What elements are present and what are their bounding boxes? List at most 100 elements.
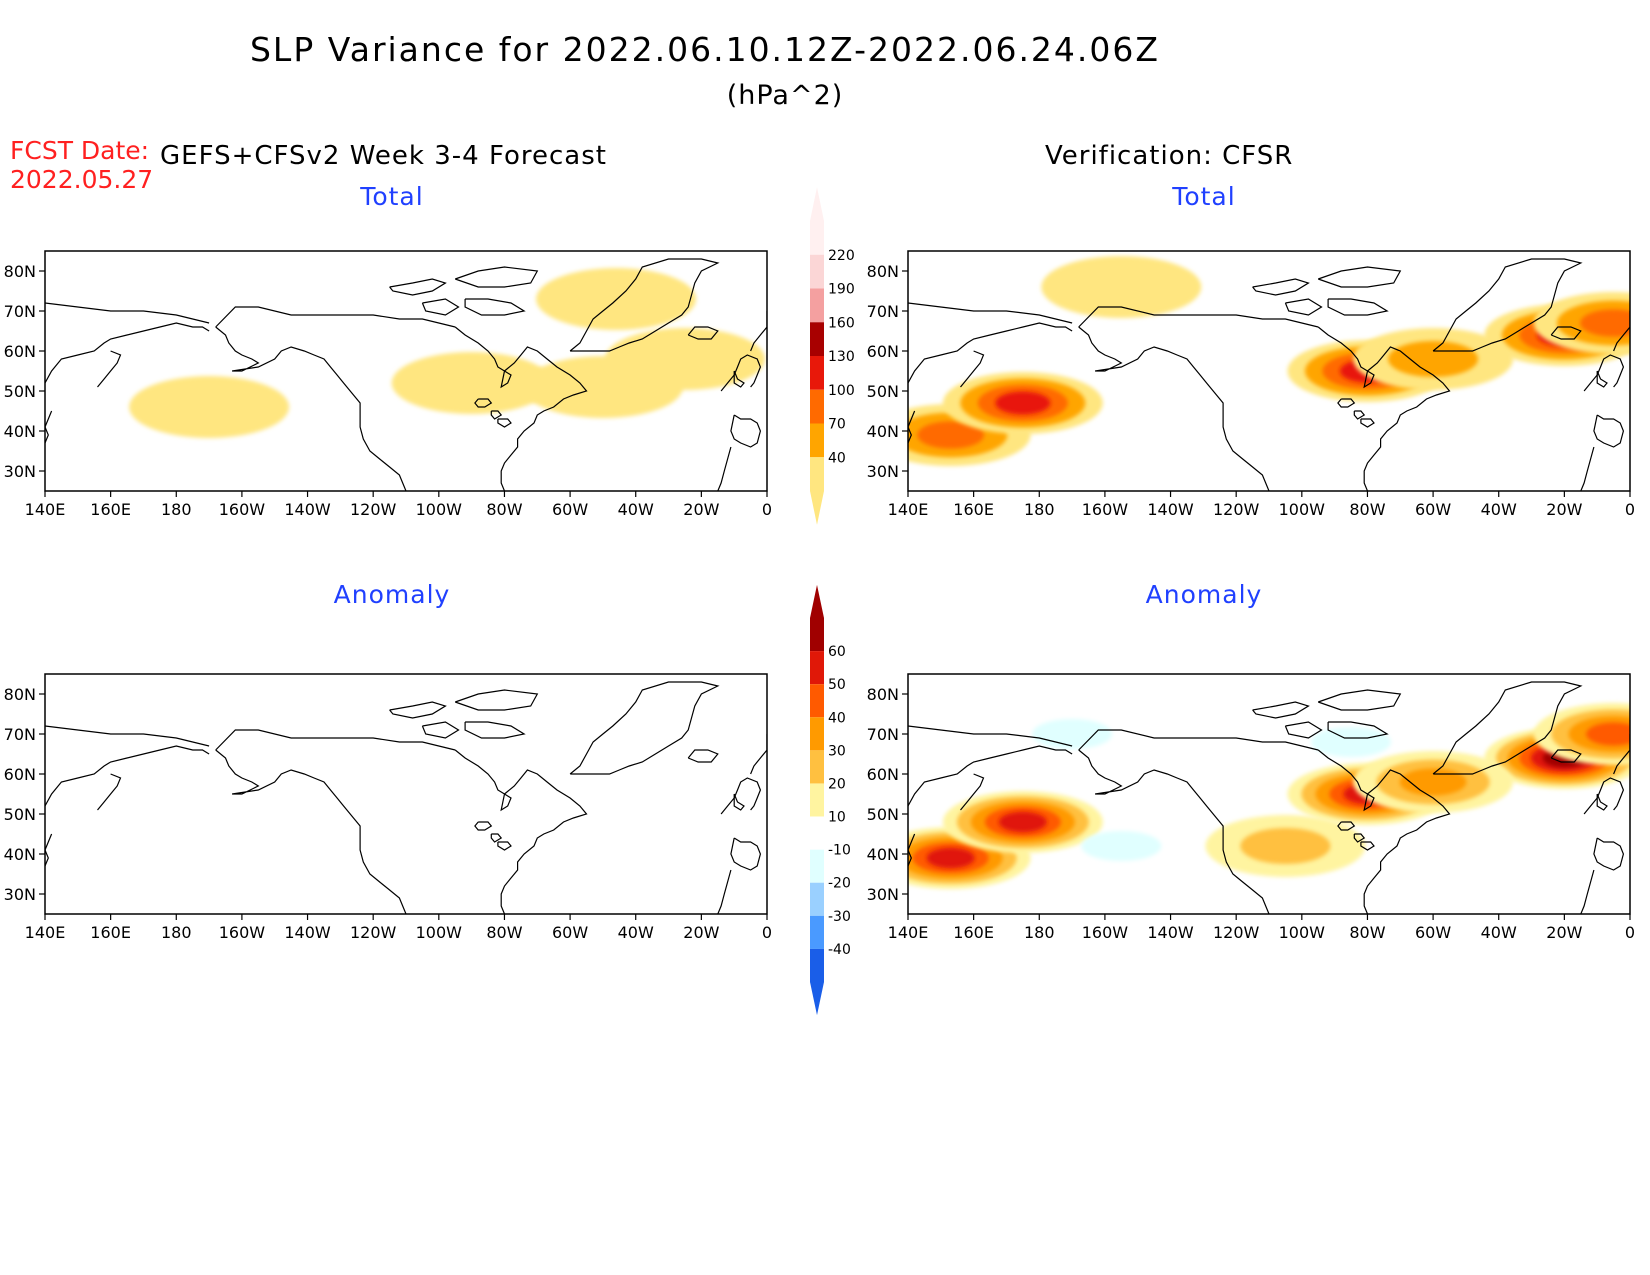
forecast-header: GEFS+CFSv2 Week 3-4 Forecast (160, 141, 607, 171)
map-frame (44, 250, 768, 492)
coastline (717, 869, 732, 914)
colorbar-cap (810, 491, 824, 525)
lon-label: 20W (683, 500, 719, 519)
lon-label: 160E (953, 500, 994, 519)
coastline (1318, 266, 1402, 288)
coastline (45, 322, 210, 384)
lon-label: 160E (953, 923, 994, 942)
lon-label: 20W (683, 923, 719, 942)
lon-label: 60W (552, 923, 588, 942)
lat-label: 70N (867, 302, 899, 321)
lon-label: 100W (1279, 923, 1326, 942)
lon-label: 140E (25, 923, 66, 942)
coastline (454, 326, 588, 491)
fcst-date: 2022.05.27 (10, 165, 154, 194)
contour-fill (129, 376, 290, 438)
coastline (1550, 749, 1582, 763)
coastline (215, 326, 407, 491)
contour-fill (998, 811, 1047, 833)
map-frame (907, 250, 1631, 492)
coastline (215, 306, 456, 328)
lat-label: 50N (867, 805, 899, 824)
colorbar-total: 220 190 160 130 100 70 40 (810, 187, 855, 525)
lon-label: 80W (1349, 923, 1385, 942)
contour-fill (536, 268, 697, 330)
coastline (45, 410, 53, 445)
contour-fill (995, 391, 1051, 415)
shaded-region (1041, 256, 1202, 318)
lon-label: 140W (284, 500, 331, 519)
shaded-region (391, 352, 552, 414)
coastline (730, 837, 762, 871)
coastline (464, 721, 526, 739)
colorbar-label: 60 (828, 644, 846, 660)
coastline (1583, 777, 1625, 815)
lat-label: 70N (4, 725, 36, 744)
shaded-region (1311, 727, 1392, 757)
contour-fill (1311, 727, 1392, 757)
lon-label: 160W (1082, 923, 1129, 942)
coastline (1337, 398, 1356, 408)
lon-label: 160W (219, 500, 266, 519)
colorbar-label: 190 (828, 282, 855, 298)
lat-label: 80N (4, 685, 36, 704)
lon-label: 100W (416, 500, 463, 519)
lon-label: 180 (1024, 500, 1055, 519)
lat-label: 40N (4, 422, 36, 441)
colorbar-segment (810, 457, 824, 491)
coastline (1284, 298, 1323, 316)
colorbar-segment (810, 816, 824, 850)
lat-label: 50N (4, 805, 36, 824)
fcst-label: FCST Date: (10, 136, 150, 165)
coastline (1317, 326, 1451, 491)
contour-fill (1081, 831, 1162, 861)
coastline (908, 745, 1073, 807)
colorbar-label: -20 (828, 876, 851, 892)
coastline (45, 725, 210, 747)
coastline (1317, 749, 1451, 914)
lon-label: 80W (486, 923, 522, 942)
lon-label: 60W (1415, 923, 1451, 942)
coastline (908, 410, 916, 445)
lat-label: 80N (867, 685, 899, 704)
contour-fill (1586, 722, 1630, 746)
coastline (45, 745, 210, 807)
lon-label: 160E (90, 923, 131, 942)
lat-label: 60N (867, 342, 899, 361)
colorbar-segment (810, 423, 824, 458)
coastline (717, 446, 732, 491)
map-background (45, 674, 767, 914)
coastline (569, 681, 720, 775)
shaded-region (942, 372, 1103, 434)
map-frame (44, 673, 768, 915)
lat-label: 80N (867, 262, 899, 281)
coastline (1583, 354, 1625, 392)
colorbar-label: 40 (828, 450, 846, 466)
shaded-region (1353, 751, 1514, 813)
main-title: SLP Variance for 2022.06.10.12Z-2022.06.… (249, 30, 1161, 69)
coastline (1550, 326, 1582, 340)
colorbar-segment (810, 651, 824, 685)
coastline (1613, 311, 1630, 352)
lon-label: 80W (1349, 500, 1385, 519)
colorbar-segment (810, 882, 824, 916)
panel-title-forecast-total: Total (360, 182, 424, 211)
coastline (474, 398, 493, 408)
map-panel-verification-total: 80N 70N 60N 50N 40N 30N 140E 160E 180 160W 140W 120… (867, 250, 1635, 519)
lon-label: 140E (888, 500, 929, 519)
main-units: (hPa^2) (726, 80, 844, 111)
lon-label: 160E (90, 500, 131, 519)
colorbar-label: 50 (828, 677, 846, 693)
coastline (1078, 326, 1270, 491)
coastline (1353, 410, 1366, 420)
coastline (497, 841, 512, 851)
contour-fill (1041, 256, 1202, 318)
colorbar-cap (810, 982, 824, 1016)
coastline (733, 793, 745, 811)
lon-label: 120W (1213, 500, 1260, 519)
contour-fill (391, 352, 552, 414)
lon-label: 40W (618, 500, 654, 519)
lon-label: 60W (552, 500, 588, 519)
map-panel-verification-anomaly: 80N 70N 60N 50N 40N 30N 140E 160E 180 160W 140W 120… (867, 673, 1635, 942)
